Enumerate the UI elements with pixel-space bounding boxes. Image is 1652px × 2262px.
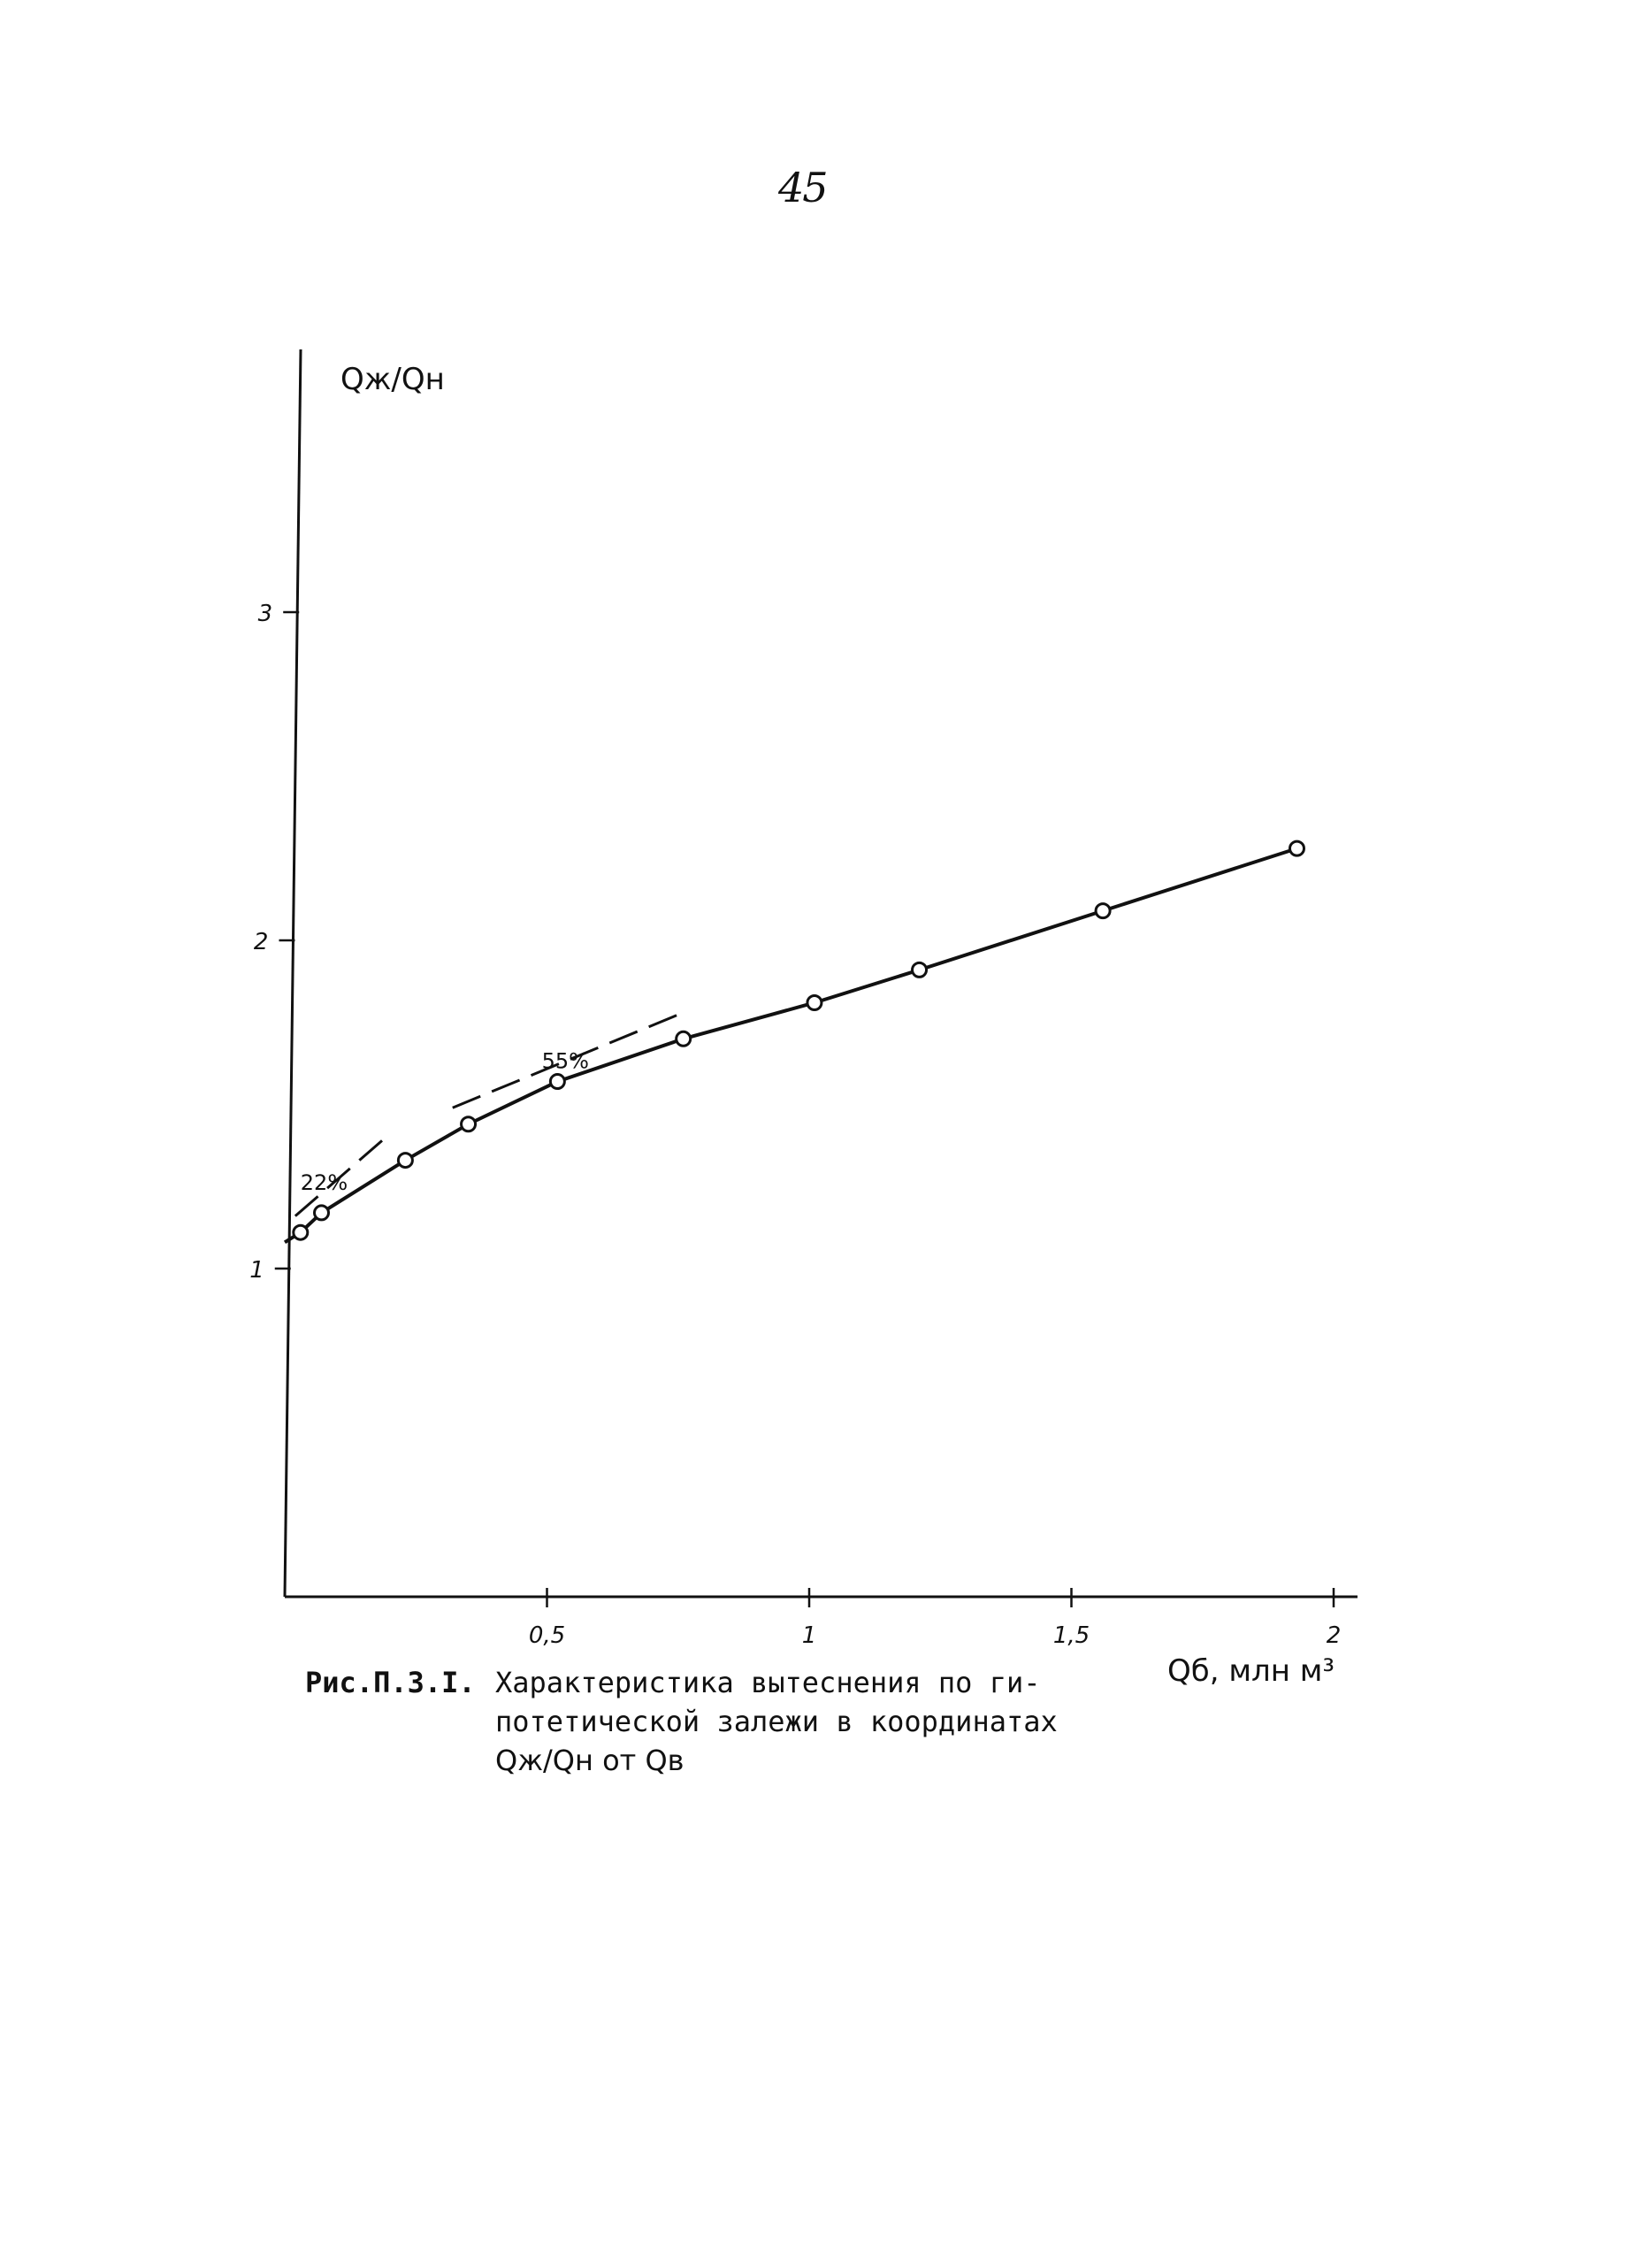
y-tick-label: 3 [258, 601, 273, 627]
chart-annotations: 22% 55% [301, 1049, 589, 1195]
data-point [1288, 840, 1305, 857]
data-point [911, 961, 929, 978]
data-point [460, 1116, 478, 1133]
x-tick-label: 0,5 [529, 1622, 565, 1649]
chart-ticks: 0,5 1 1,5 2 1 2 3 [249, 601, 1341, 1649]
chart-axes [283, 349, 1358, 1599]
data-point [548, 1073, 566, 1091]
y-axis [283, 349, 302, 1598]
chart-series [283, 840, 1305, 1245]
figure-label: Рис.П.3.I. [305, 1666, 476, 1699]
annotation-label: 22% [301, 1170, 348, 1195]
page-number: 45 [778, 164, 829, 211]
x-tick-label: 1,5 [1053, 1622, 1090, 1649]
figure-description: Характеристика вытеснения по ги- потетич… [495, 1663, 1132, 1780]
caption-line-2: потетической залежи в координатах [495, 1705, 1058, 1738]
data-point [396, 1152, 414, 1169]
tangent-line [294, 1132, 391, 1217]
y-axis-label: Qж/Qн [340, 362, 445, 397]
data-point [292, 1223, 310, 1241]
data-point [1094, 902, 1112, 920]
tangent-lines [294, 1011, 685, 1217]
annotation-label: 55% [542, 1049, 589, 1074]
chart-axis-labels: Qж/Qн Qб, млн м³ [340, 362, 1335, 1689]
series-line [283, 847, 1298, 1245]
data-point [806, 993, 823, 1011]
x-axis-label: Qб, млн м³ [1167, 1653, 1335, 1689]
x-tick-label: 2 [1327, 1622, 1342, 1649]
data-point [313, 1204, 331, 1222]
data-point [675, 1030, 692, 1047]
caption-formula: Qж/Qн от Qв [495, 1744, 685, 1777]
x-tick-label: 1 [802, 1622, 817, 1649]
y-tick-label: 1 [249, 1257, 264, 1284]
y-tick-label: 2 [254, 929, 269, 955]
caption-line-1: Характеристика вытеснения по ги- [495, 1666, 1041, 1699]
